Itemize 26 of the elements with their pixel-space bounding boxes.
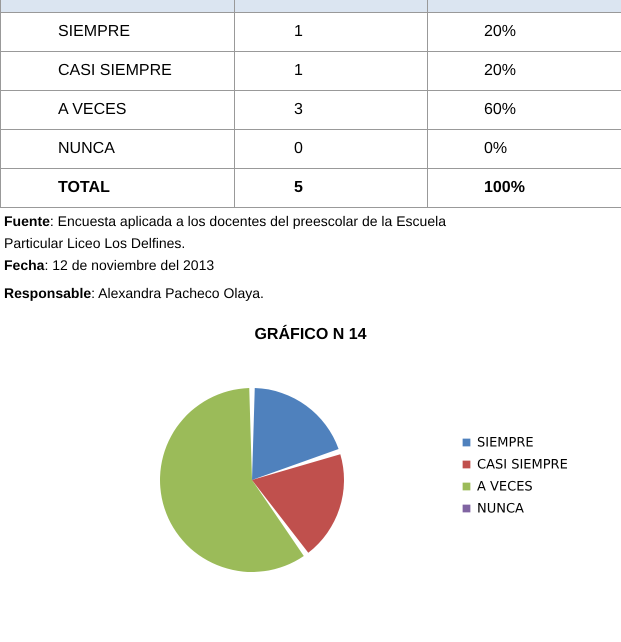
category-label: NUNCA	[58, 140, 115, 157]
text: 1	[234, 52, 428, 90]
pie-slice	[252, 454, 344, 553]
category-label: SIEMPRE	[58, 23, 130, 40]
text: 60%	[428, 90, 621, 130]
category-label: CASI SIEMPRE	[58, 62, 172, 79]
text: 20%	[428, 12, 621, 52]
text: 100%	[428, 168, 621, 208]
text: Fecha: 12 de noviembre del 2013	[4, 256, 216, 275]
text: Responsable: Alexandra Pacheco Olaya.	[4, 284, 265, 303]
text: 20%	[428, 52, 621, 90]
text: TOTAL	[0, 168, 234, 208]
text: 5	[234, 168, 428, 208]
category-label: A VECES	[58, 101, 126, 118]
pie-slice	[160, 388, 304, 572]
source-note: Fuente: Encuesta aplicada a los docentes del preescolar de la Escuela Particular Liceo Los Delfines.	[4, 212, 448, 253]
legend-label: NUNCA	[477, 502, 524, 516]
legend-label: SIEMPRE	[477, 436, 534, 450]
text: 0%	[428, 130, 621, 168]
legend-label: CASI SIEMPRE	[477, 458, 568, 472]
text: 0	[234, 130, 428, 168]
pie-slice	[252, 388, 339, 480]
text: 1	[234, 12, 428, 52]
chart-title: GRÁFICO N 14	[253, 326, 368, 345]
legend-label: A VECES	[477, 480, 533, 494]
text: 3	[234, 90, 428, 130]
